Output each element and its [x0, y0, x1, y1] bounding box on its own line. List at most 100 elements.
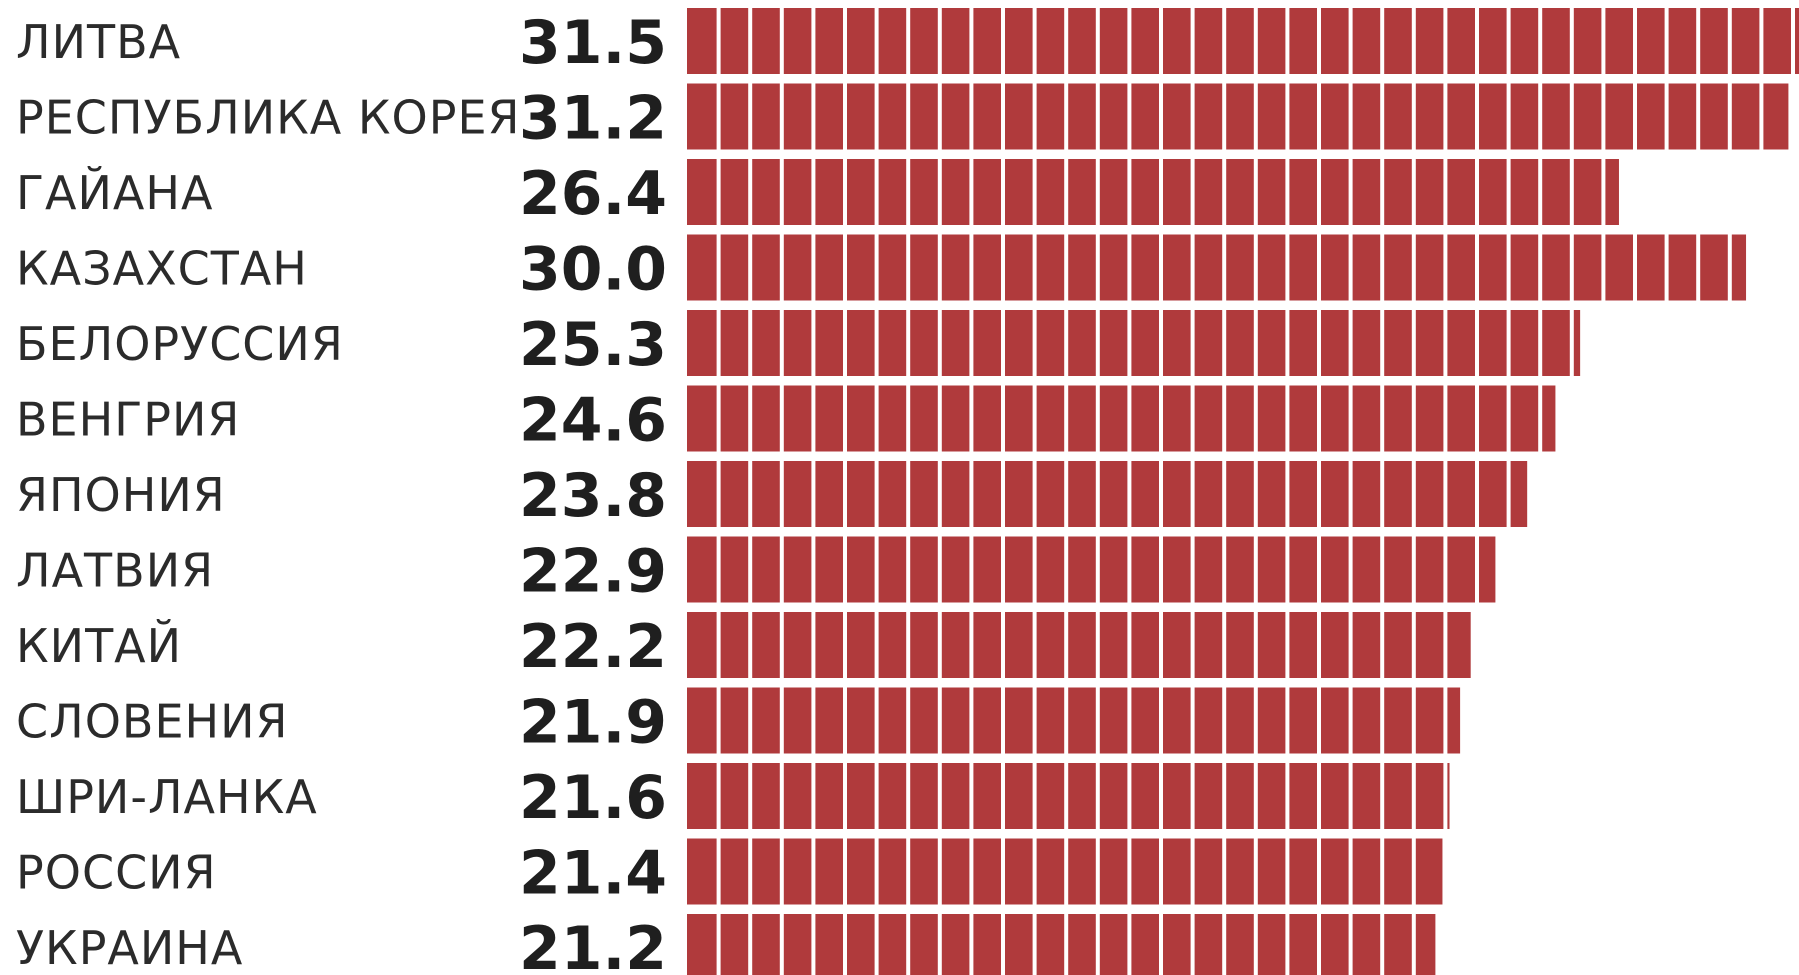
bar-segment-divider — [1095, 536, 1100, 603]
bar-segment-divider — [1285, 159, 1290, 225]
bar-segment-divider — [1443, 461, 1448, 527]
bar-segment-divider — [874, 461, 879, 527]
bar-segment-divider — [1285, 536, 1290, 603]
bar — [687, 159, 1619, 225]
bar-segment-divider — [1538, 385, 1543, 452]
bar-segment-divider — [1064, 8, 1069, 74]
bar-segment-divider — [1538, 234, 1543, 301]
bar-segment-divider — [1696, 234, 1701, 301]
bar-segment-divider — [1380, 763, 1385, 829]
bar-segment-divider — [748, 914, 753, 975]
bar-segment-divider — [1443, 612, 1448, 678]
bar-segment-divider — [1411, 914, 1416, 975]
bar-segment-divider — [1569, 159, 1574, 225]
bar-segment-divider — [1317, 310, 1321, 376]
bar-segment-divider — [1443, 536, 1448, 603]
bar-segment-divider — [1095, 310, 1100, 376]
bar-segment-divider — [906, 385, 911, 452]
bar-fill — [687, 536, 1496, 603]
bar-fill — [687, 385, 1556, 452]
bar-segment-divider — [1032, 687, 1037, 754]
bar-segment-divider — [1348, 612, 1353, 678]
bar-segment-divider — [1190, 83, 1195, 150]
bar-segment-divider — [1317, 234, 1321, 301]
country-label: КИТАЙ — [16, 619, 182, 673]
bar-segment-divider — [1664, 8, 1669, 74]
bar-segment-divider — [874, 83, 879, 150]
bar-segment-divider — [843, 687, 847, 754]
bar-segment-divider — [1064, 234, 1069, 301]
bar-segment-divider — [1190, 385, 1195, 452]
bar-segment-divider — [1380, 310, 1385, 376]
bar-segment-divider — [1253, 838, 1258, 905]
bar-segment-divider — [1317, 763, 1321, 829]
bar-segment-divider — [1348, 838, 1353, 905]
bar-segment-divider — [1380, 536, 1385, 603]
bar-segment-divider — [748, 159, 753, 225]
bar-segment-divider — [1475, 310, 1479, 376]
bar-segment-divider — [937, 159, 942, 225]
bar-segment-divider — [1506, 8, 1511, 74]
bar-segment-divider — [1127, 838, 1132, 905]
bar-segment-divider — [779, 234, 784, 301]
bar-segment-divider — [874, 310, 879, 376]
bar-segment-divider — [1190, 461, 1195, 527]
bar-segment-divider — [779, 536, 784, 603]
bar-segment-divider — [906, 687, 911, 754]
bar-segment-divider — [1001, 83, 1005, 150]
bar-segment-divider — [906, 914, 911, 975]
bar-segment-divider — [874, 536, 879, 603]
bar-segment-divider — [1127, 612, 1132, 678]
bar-segment-divider — [1190, 234, 1195, 301]
bar-segment-divider — [779, 310, 784, 376]
bar-segment-divider — [1222, 763, 1227, 829]
bar-segment-divider — [906, 536, 911, 603]
bar-segment-divider — [874, 234, 879, 301]
bar-segment-divider — [874, 838, 879, 905]
bar-segment-divider — [1411, 310, 1416, 376]
bar-segment-divider — [1190, 8, 1195, 74]
bar-segment-divider — [1127, 687, 1132, 754]
bar-segment-divider — [779, 461, 784, 527]
bar-segment-divider — [1095, 763, 1100, 829]
bar-segment-divider — [1696, 8, 1701, 74]
bar-segment-divider — [937, 385, 942, 452]
bar — [687, 8, 1799, 74]
bar-segment-divider — [1253, 234, 1258, 301]
bar-segment-divider — [1443, 83, 1448, 150]
bar-segment-divider — [1380, 612, 1385, 678]
bar — [687, 687, 1461, 754]
bar-segment-divider — [716, 385, 721, 452]
bar-segment-divider — [1285, 234, 1290, 301]
bar-segment-divider — [1569, 8, 1574, 74]
bar-segment-divider — [1064, 536, 1069, 603]
bar-segment-divider — [1317, 914, 1321, 975]
bar-segment-divider — [1475, 8, 1479, 74]
bar-segment-divider — [1696, 83, 1701, 150]
bar-segment-divider — [1285, 310, 1290, 376]
bar-segment-divider — [1064, 687, 1069, 754]
bar-segment-divider — [811, 536, 816, 603]
bar-segment-divider — [1127, 763, 1132, 829]
bar-segment-divider — [716, 310, 721, 376]
bar — [687, 914, 1436, 975]
bar-segment-divider — [874, 612, 879, 678]
bar-segment-divider — [843, 310, 847, 376]
bar-segment-divider — [1411, 159, 1416, 225]
bar-segment-divider — [1032, 83, 1037, 150]
bar-segment-divider — [1317, 536, 1321, 603]
bar-segment-divider — [1380, 159, 1385, 225]
bar-segment-divider — [1159, 914, 1163, 975]
bar — [687, 763, 1450, 829]
bar-segment-divider — [1380, 461, 1385, 527]
bar-segment-divider — [937, 83, 942, 150]
bar-segment-divider — [1411, 8, 1416, 74]
bar — [687, 234, 1747, 301]
bar-segment-divider — [1127, 914, 1132, 975]
bar-segment-divider — [1285, 83, 1290, 150]
country-label: СЛОВЕНИЯ — [16, 695, 289, 749]
bar-segment-divider — [748, 385, 753, 452]
bar-segment-divider — [1159, 8, 1163, 74]
bar-segment-divider — [779, 838, 784, 905]
bar-segment-divider — [811, 461, 816, 527]
